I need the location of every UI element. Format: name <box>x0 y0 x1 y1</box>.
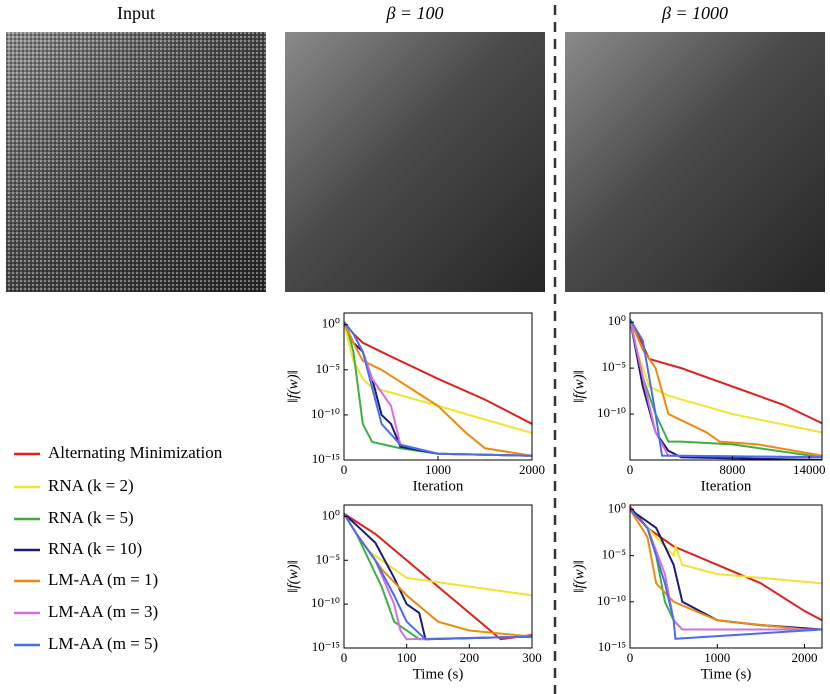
x-axis-label: Iteration <box>413 478 464 494</box>
legend-label: LM-AA (m = 1) <box>48 570 158 589</box>
x-tick-label: 0 <box>341 650 348 665</box>
series-line <box>344 321 532 457</box>
x-tick-label: 0 <box>627 650 634 665</box>
series-line <box>630 508 822 640</box>
legend: Alternating Minimization RNA (k = 2) RNA (… <box>14 443 223 653</box>
chart: 0 1000 2000 10⁰ 10⁻⁵ 10⁻¹⁰ 10⁻¹⁵ Time (s) ‖f(w)‖ <box>571 500 823 682</box>
denoised-photo <box>285 32 545 292</box>
y-tick-label: 10⁰ <box>322 316 340 331</box>
y-axis-label: ‖f(w)‖ <box>571 370 587 403</box>
x-tick-label: 0 <box>341 462 348 477</box>
series-group <box>344 512 532 641</box>
series-line <box>630 318 822 425</box>
legend-label: RNA (k = 10) <box>48 539 142 558</box>
y-tick-label: 10⁰ <box>608 313 626 328</box>
x-tick-label: 0 <box>627 462 634 477</box>
x-tick-label: 8000 <box>719 462 745 477</box>
legend-label: LM-AA (m = 5) <box>48 634 158 653</box>
x-tick-label: 2000 <box>792 650 818 665</box>
x-tick-label: 2000 <box>519 462 545 477</box>
photo-noise <box>6 32 266 292</box>
y-axis-label: ‖f(w)‖ <box>285 370 301 403</box>
x-tick-label: 300 <box>522 650 542 665</box>
series-group <box>344 321 532 457</box>
y-tick-label: 10⁻⁵ <box>602 359 626 374</box>
y-tick-label: 10⁻¹⁵ <box>598 639 626 654</box>
series-line <box>630 508 822 585</box>
series-line <box>344 512 532 641</box>
y-tick-label: 10⁻¹⁰ <box>311 595 340 610</box>
x-axis-label: Time (s) <box>701 666 752 682</box>
chart: 0 8000 14000 10⁰ 10⁻⁵ 10⁻¹⁰ Iteration ‖f(w)‖ <box>571 312 826 494</box>
series-group <box>630 505 822 640</box>
y-tick-label: 10⁻¹⁰ <box>597 593 626 608</box>
series-line <box>630 319 822 460</box>
legend-label: RNA (k = 2) <box>48 476 134 495</box>
series-line <box>630 318 822 459</box>
legend-label: RNA (k = 5) <box>48 508 134 527</box>
y-tick-label: 10⁻⁵ <box>316 551 340 566</box>
series-line <box>344 321 532 457</box>
x-tick-label: 200 <box>460 650 480 665</box>
series-line <box>344 513 532 641</box>
y-axis-label: ‖f(w)‖ <box>285 560 301 593</box>
x-tick-label: 1000 <box>425 462 451 477</box>
y-tick-label: 10⁰ <box>322 507 340 522</box>
x-tick-label: 1000 <box>704 650 730 665</box>
legend-label: Alternating Minimization <box>48 443 223 462</box>
column-title: β = 100 <box>385 3 443 23</box>
series-line <box>344 321 532 425</box>
y-tick-label: 10⁻¹⁰ <box>597 405 626 420</box>
denoised-photo <box>565 32 825 292</box>
y-tick-label: 10⁻⁵ <box>602 547 626 562</box>
series-line <box>344 513 532 641</box>
plot-frame <box>629 504 823 649</box>
plot-frame <box>343 504 533 649</box>
y-tick-label: 10⁻¹⁵ <box>312 639 340 654</box>
x-axis-label: Iteration <box>701 478 752 494</box>
y-axis-label: ‖f(w)‖ <box>571 560 587 593</box>
plot-frame <box>629 312 823 461</box>
x-tick-label: 14000 <box>793 462 826 477</box>
chart: 0 1000 2000 10⁰ 10⁻⁵ 10⁻¹⁰ 10⁻¹⁵ Iteration ‖f(w)… <box>285 312 545 494</box>
y-tick-label: 10⁻¹⁵ <box>312 451 340 466</box>
column-title: Input <box>117 3 155 23</box>
y-tick-label: 10⁻⁵ <box>316 361 340 376</box>
y-tick-label: 10⁰ <box>608 500 626 515</box>
series-group <box>630 318 822 460</box>
y-tick-label: 10⁻¹⁰ <box>311 406 340 421</box>
column-title: β = 1000 <box>661 3 728 23</box>
chart: 0 100 200 300 10⁰ 10⁻⁵ 10⁻¹⁰ 10⁻¹⁵ Time (s) ‖f(w)… <box>285 504 542 682</box>
legend-label: LM-AA (m = 3) <box>48 602 158 621</box>
x-axis-label: Time (s) <box>413 666 464 682</box>
x-tick-label: 100 <box>397 650 417 665</box>
